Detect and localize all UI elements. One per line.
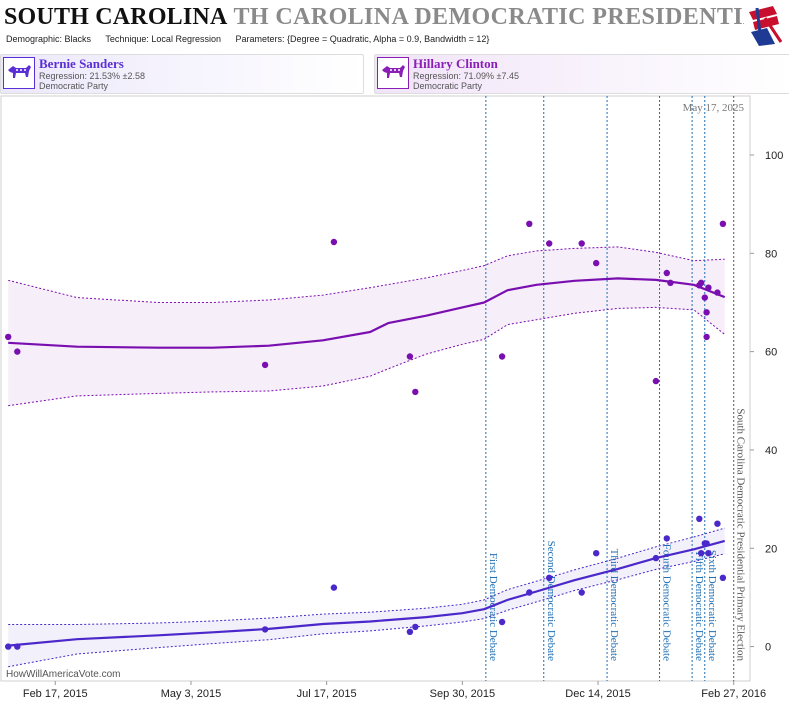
candidate-regression: Regression: 21.53% ±2.58 (39, 71, 146, 81)
event-label: South Carolina Democratic Presidential P… (735, 408, 747, 661)
poll-point (406, 628, 414, 635)
event-label: Fifth Democratic Debate (693, 552, 705, 661)
y-tick-label: 40 (765, 445, 777, 457)
x-tick-label: Jul 17, 2015 (297, 688, 357, 700)
poll-point (5, 643, 12, 650)
poll-point (578, 589, 585, 596)
poll-point (703, 333, 710, 341)
flag-logo-icon (749, 6, 783, 46)
poll-point (412, 388, 419, 396)
regression-line (8, 539, 725, 647)
poll-point (714, 289, 721, 296)
candidate-party: Democratic Party (413, 81, 483, 91)
y-tick-label: 100 (765, 150, 783, 162)
band-upper-line (8, 246, 725, 303)
parameters-label: Parameters: {Degree = Quadratic, Alpha =… (235, 34, 490, 44)
x-tick-label: May 3, 2015 (161, 688, 222, 700)
chart-header: SOUTH CAROLINA TH CAROLINA DEMOCRATIC PRE… (0, 0, 789, 52)
confidence-band (8, 528, 725, 667)
poll-point (412, 623, 419, 631)
candidate-card-sanders: Bernie Sanders Regression: 21.53% ±2.58 … (0, 54, 364, 94)
candidate-party: Democratic Party (39, 81, 109, 91)
poll-point (498, 618, 506, 626)
poll-point (705, 284, 712, 291)
poll-point (698, 550, 705, 557)
confidence-band (8, 246, 725, 406)
x-tick-label: Dec 14, 2015 (565, 688, 630, 700)
poll-point (701, 294, 708, 301)
event-label: Sixth Democratic Debate (706, 550, 718, 661)
poll-point (652, 377, 660, 385)
poll-point (663, 269, 670, 277)
poll-point (546, 240, 553, 247)
poll-point (719, 220, 727, 227)
poll-point (714, 520, 721, 527)
candidate-name: Hillary Clinton (413, 56, 498, 71)
technique-label: Technique: Local Regression (105, 34, 221, 44)
y-tick-label: 80 (765, 248, 777, 260)
candidate-regression: Regression: 71.09% ±7.45 (413, 71, 520, 81)
event-label: Fourth Democratic Debate (661, 544, 673, 661)
poll-point (5, 333, 12, 341)
page-title: SOUTH CAROLINA (4, 4, 228, 30)
poll-point (663, 535, 670, 542)
event-label: Second Democratic Debate (545, 541, 557, 661)
poll-point (261, 361, 269, 369)
candidate-name: Bernie Sanders (39, 56, 124, 71)
poll-point (14, 348, 21, 355)
event-label: Third Democratic Debate (608, 549, 620, 662)
y-tick-label: 20 (765, 543, 777, 555)
page-title-ghost: TH CAROLINA DEMOCRATIC PRESIDENTIAL PRIM… (233, 4, 745, 30)
band-lower-line (8, 306, 726, 407)
donkey-icon (377, 57, 409, 89)
poll-point (719, 574, 727, 581)
attribution-label: HowWillAmericaVote.com (6, 669, 121, 680)
chart-date-label: May 17, 2025 (683, 102, 745, 114)
x-tick-label: Feb 27, 2016 (701, 688, 766, 700)
donkey-icon (3, 57, 35, 89)
regression-line (8, 277, 726, 349)
title-wrap: SOUTH CAROLINA TH CAROLINA DEMOCRATIC PRE… (4, 4, 744, 31)
poll-point (593, 259, 600, 267)
y-tick-label: 60 (765, 347, 777, 359)
poll-point (498, 353, 506, 360)
poll-point (526, 220, 533, 227)
y-tick-label: 0 (765, 642, 771, 654)
poll-point (705, 550, 712, 557)
poll-point (14, 643, 21, 650)
poll-point (330, 584, 338, 591)
chart-meta: Demographic: Blacks Technique: Local Reg… (6, 34, 501, 44)
band-lower-line (8, 553, 725, 668)
poll-point (703, 309, 710, 316)
poll-point (406, 353, 414, 360)
poll-point (330, 238, 338, 246)
x-tick-label: Feb 17, 2015 (23, 688, 88, 700)
poll-point (703, 540, 710, 547)
poll-point (526, 589, 533, 596)
poll-point (667, 279, 674, 286)
demographic-label: Demographic: Blacks (6, 34, 92, 44)
poll-point (593, 550, 600, 557)
poll-point (546, 574, 553, 581)
poll-point (578, 240, 585, 247)
plot-area (0, 95, 751, 682)
poll-point (696, 515, 703, 522)
x-tick-label: Sep 30, 2015 (430, 688, 495, 700)
poll-point (652, 554, 660, 562)
poll-point (261, 626, 269, 633)
event-label: First Democratic Debate (487, 553, 499, 661)
poll-point (698, 279, 705, 286)
candidate-card-clinton: Hillary Clinton Regression: 71.09% ±7.45… (374, 54, 789, 94)
